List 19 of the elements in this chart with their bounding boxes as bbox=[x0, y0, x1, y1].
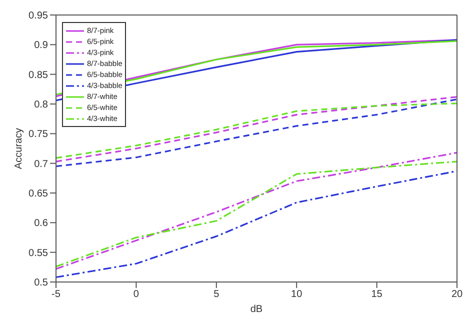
y-axis-title: Accuracy bbox=[14, 128, 25, 170]
y-tick-label: 0.6 bbox=[34, 218, 48, 230]
x-tick-label: -5 bbox=[52, 289, 61, 300]
x-tick-label: 0 bbox=[133, 289, 140, 300]
y-tick-label: 0.55 bbox=[28, 248, 48, 259]
y-tick-label: 0.7 bbox=[34, 158, 48, 170]
x-tick-label: 5 bbox=[214, 289, 220, 300]
y-tick-label: 0.5 bbox=[34, 278, 48, 289]
line-series bbox=[56, 102, 457, 159]
x-tick-label: 20 bbox=[451, 289, 463, 300]
y-tick-label: 0.9 bbox=[34, 40, 48, 52]
y-tick-label: 0.85 bbox=[28, 70, 48, 81]
x-tick-label: 10 bbox=[291, 289, 303, 300]
y-tick-label: 0.65 bbox=[28, 188, 48, 200]
y-tick-label: 0.75 bbox=[28, 129, 48, 140]
x-tick-label: 15 bbox=[371, 289, 383, 300]
y-tick-label: 0.95 bbox=[28, 10, 48, 22]
x-axis-title: dB bbox=[250, 304, 263, 315]
y-tick-label: 0.8 bbox=[34, 100, 48, 111]
